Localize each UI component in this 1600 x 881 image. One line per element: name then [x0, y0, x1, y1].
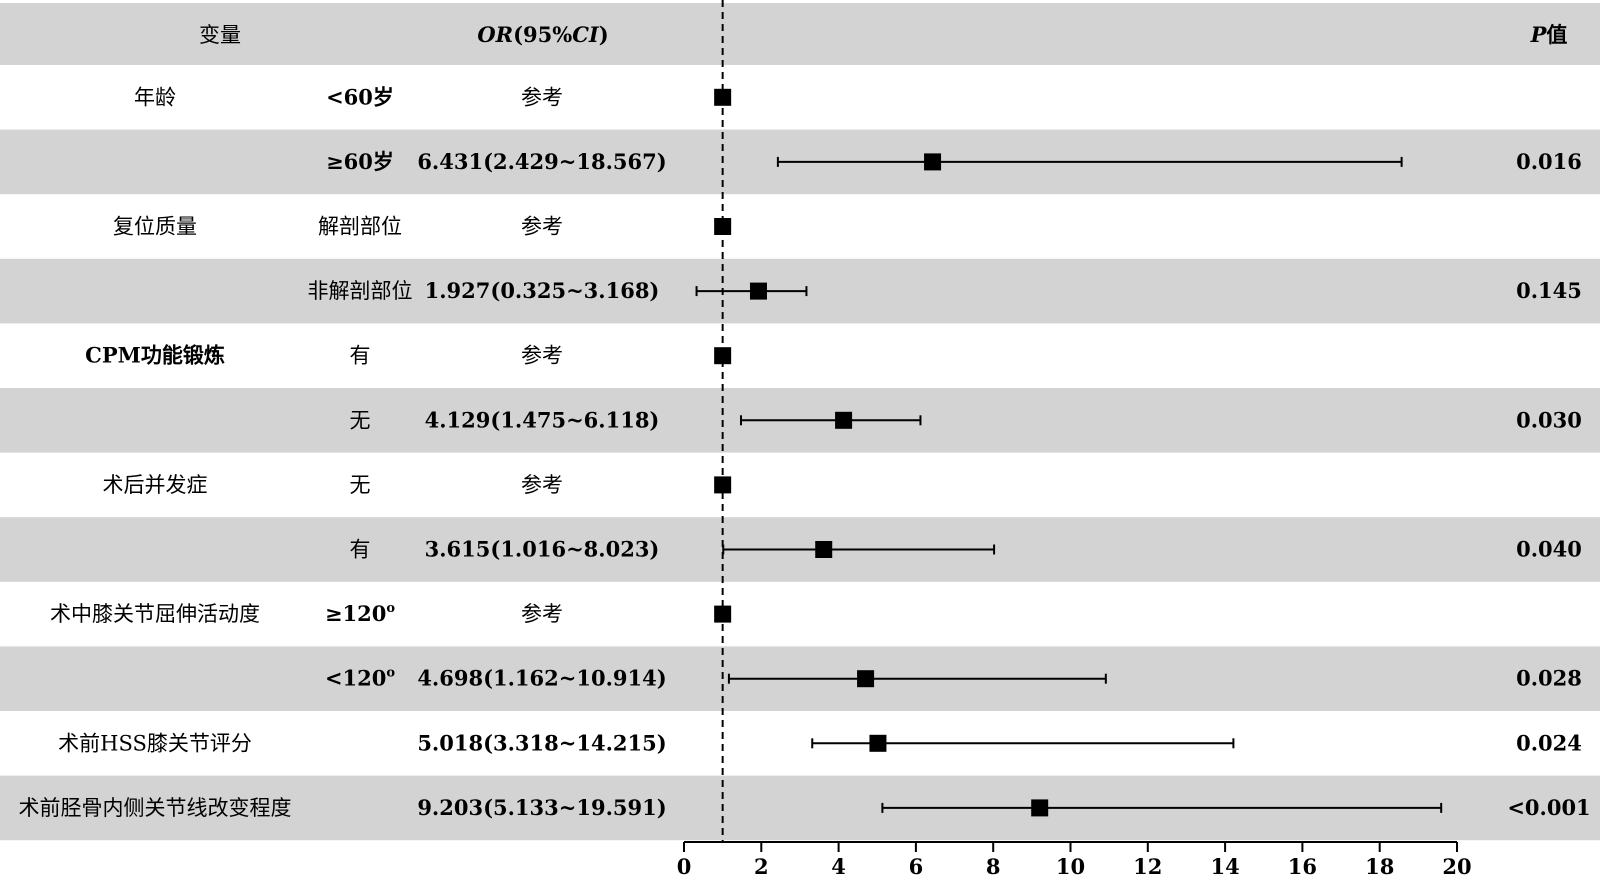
- header-band: [0, 3, 1600, 65]
- row-variable-label: 年龄: [134, 85, 176, 109]
- row-labels: 年龄 <60岁 参考≥60岁 6.431(2.429~18.567) 0.016复位质量…: [19, 84, 1591, 820]
- row-level-label: 解剖部位: [318, 215, 402, 239]
- row-or-ci-label: 参考: [521, 215, 563, 239]
- row-level-label: 有: [350, 344, 371, 368]
- row-or-ci-label: 参考: [521, 602, 563, 626]
- header-variable: 变量: [199, 23, 241, 47]
- x-tick-label: 20: [1442, 854, 1471, 879]
- row-level-label: ≥60岁: [326, 149, 394, 174]
- header-p-value: P值: [1530, 22, 1568, 47]
- x-axis: 0 2 4 6 8 10 12 14 16 18 20: [677, 841, 1472, 879]
- table-header: 变量 OR(95%CI) P值: [199, 22, 1567, 47]
- row-or-ci-label: 6.431(2.429~18.567): [417, 149, 666, 174]
- or-marker: [714, 88, 732, 106]
- row-or-ci-label: 4.698(1.162~10.914): [417, 666, 666, 691]
- x-tick-label: 6: [909, 854, 924, 879]
- or-marker: [869, 734, 887, 752]
- row-p-value: 0.028: [1516, 666, 1582, 691]
- row-bands: [0, 3, 1600, 841]
- x-tick-label: 12: [1133, 854, 1162, 879]
- row-level-label: 无: [350, 408, 371, 432]
- row-level-label: 非解剖部位: [308, 279, 413, 303]
- row-or-ci-label: 5.018(3.318~14.215): [417, 730, 666, 755]
- x-tick-label: 10: [1056, 854, 1085, 879]
- row-or-ci-label: 3.615(1.016~8.023): [425, 537, 660, 562]
- row-p-value: 0.016: [1516, 149, 1582, 174]
- row-level-label: <60岁: [326, 84, 394, 109]
- x-tick-label: 0: [677, 854, 692, 879]
- row-p-value: 0.145: [1516, 278, 1582, 303]
- row-or-ci-label: 参考: [521, 85, 563, 109]
- row-variable-label: 术中膝关节屈伸活动度: [50, 602, 260, 626]
- or-marker: [714, 605, 732, 623]
- row-or-ci-label: 1.927(0.325~3.168): [425, 278, 660, 303]
- x-tick-label: 8: [986, 854, 1001, 879]
- row-p-value: <0.001: [1507, 795, 1590, 820]
- row-variable-label: 术后并发症: [103, 473, 208, 497]
- x-tick-label: 14: [1210, 854, 1239, 879]
- row-p-value: 0.040: [1516, 537, 1582, 562]
- row-variable-label: CPM功能锻炼: [85, 343, 225, 368]
- row-or-ci-label: 4.129(1.475~6.118): [425, 407, 660, 432]
- row-level-label: 有: [350, 538, 371, 562]
- or-marker: [714, 347, 732, 365]
- x-tick-label: 18: [1365, 854, 1394, 879]
- or-marker: [749, 282, 767, 300]
- or-marker: [714, 218, 732, 235]
- or-marker: [1031, 799, 1049, 817]
- row-level-label: <120o: [325, 666, 395, 691]
- row-p-value: 0.030: [1516, 407, 1582, 432]
- x-tick-label: 4: [831, 854, 846, 879]
- or-marker: [924, 153, 942, 171]
- row-or-ci-label: 9.203(5.133~19.591): [417, 795, 666, 820]
- row-variable-label: 术前胫骨内侧关节线改变程度: [19, 796, 292, 820]
- row-variable-label: 术前HSS膝关节评分: [58, 731, 252, 755]
- row-or-ci-label: 参考: [521, 344, 563, 368]
- or-marker: [835, 411, 853, 429]
- or-marker: [714, 476, 732, 494]
- forest-marks: [695, 88, 1443, 817]
- x-tick-label: 16: [1288, 854, 1317, 879]
- or-marker: [857, 670, 875, 688]
- row-or-ci-label: 参考: [521, 473, 563, 497]
- x-tick-label: 2: [754, 854, 769, 879]
- row-level-label: ≥120o: [325, 601, 395, 626]
- or-marker: [815, 541, 833, 558]
- row-variable-label: 复位质量: [113, 215, 197, 239]
- row-p-value: 0.024: [1516, 730, 1582, 755]
- header-or-ci: OR(95%CI): [477, 22, 608, 47]
- row-level-label: 无: [350, 473, 371, 497]
